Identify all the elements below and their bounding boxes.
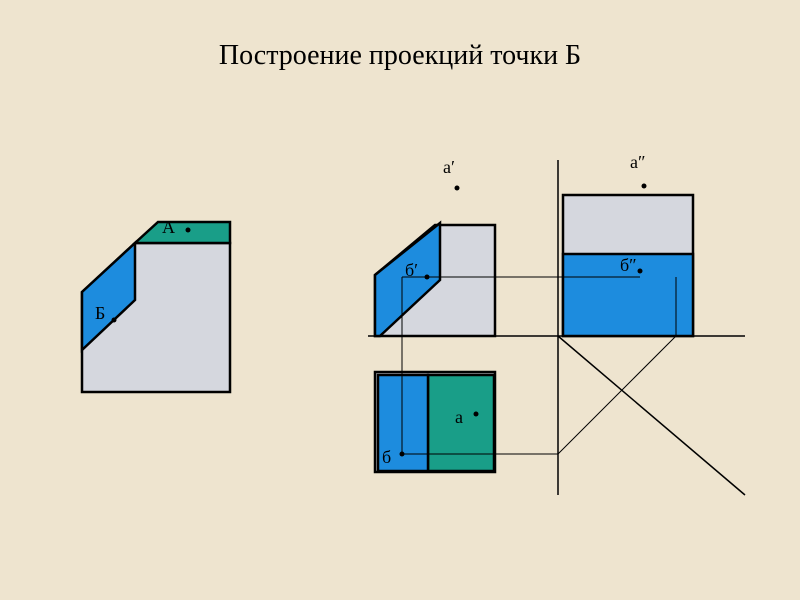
label-top-b: б	[382, 447, 391, 468]
top-point-a	[474, 412, 479, 417]
front-point-a	[455, 186, 460, 191]
label-iso-b: Б	[95, 303, 105, 324]
label-iso-a: А	[162, 217, 175, 238]
label-front-b: б′	[405, 260, 418, 281]
iso-teal-top	[135, 222, 230, 243]
side-point-b	[638, 269, 643, 274]
label-top-a: а	[455, 407, 463, 428]
top-projection	[375, 372, 495, 472]
front-projection	[375, 186, 495, 337]
label-side-b: б″	[620, 255, 637, 276]
label-front-a: а′	[443, 157, 455, 178]
side-point-a	[642, 184, 647, 189]
iso-point-a	[186, 228, 191, 233]
diagram-svg	[0, 0, 800, 600]
label-side-a: а″	[630, 152, 646, 173]
iso-point-b	[112, 318, 117, 323]
